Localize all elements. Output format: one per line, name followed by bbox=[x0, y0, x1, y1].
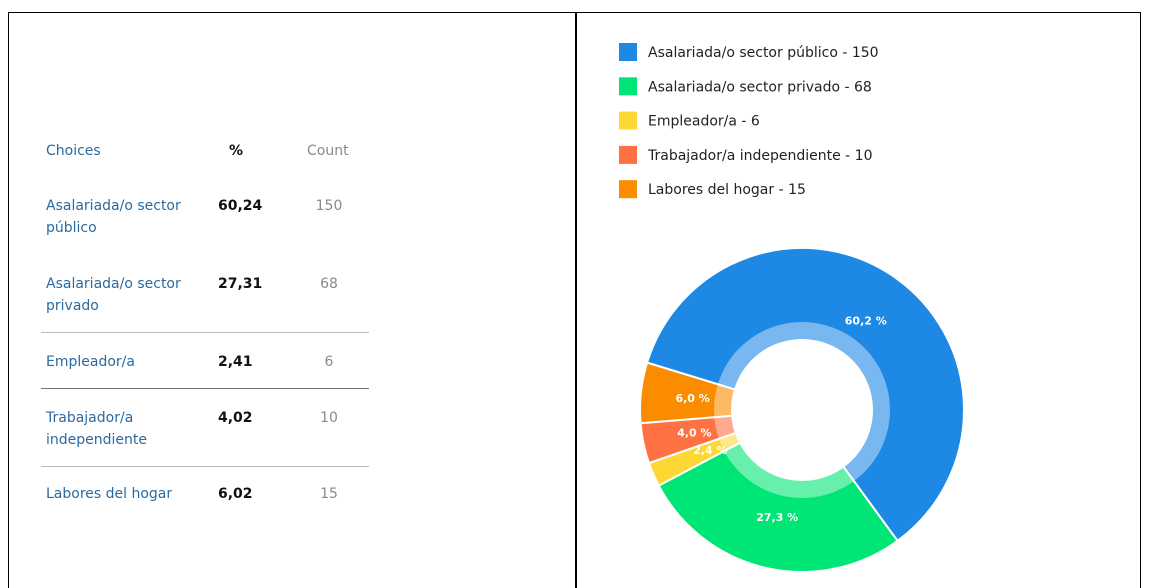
choice-label: Asalariada/o sector privado bbox=[46, 276, 181, 314]
legend-swatch bbox=[619, 145, 637, 164]
slice-label: 27,3 % bbox=[756, 511, 798, 524]
divider bbox=[575, 12, 577, 588]
header-choices: Choices bbox=[46, 143, 101, 159]
row-separator bbox=[41, 388, 369, 389]
choice-label: Asalariada/o sector público bbox=[46, 198, 181, 236]
legend-label: Asalariada/o sector privado - 68 bbox=[648, 79, 872, 95]
legend-swatch bbox=[619, 77, 637, 96]
count-value: 15 bbox=[320, 486, 338, 502]
choice-label: Trabajador/a independiente bbox=[46, 410, 148, 448]
legend-swatch bbox=[619, 43, 637, 61]
donut-slice bbox=[645, 247, 965, 543]
percent-value: 60,24 bbox=[218, 198, 263, 214]
inner-ring bbox=[714, 322, 890, 498]
legend-label: Asalariada/o sector público - 150 bbox=[648, 45, 879, 61]
count-value: 10 bbox=[320, 410, 338, 426]
header-count: Count bbox=[307, 143, 349, 159]
legend-label: Labores del hogar - 15 bbox=[648, 182, 806, 198]
legend-label: Empleador/a - 6 bbox=[648, 114, 760, 130]
legend-swatch bbox=[619, 180, 637, 199]
legend-swatch bbox=[619, 111, 637, 130]
percent-value: 4,02 bbox=[218, 410, 253, 426]
frame bbox=[8, 12, 1141, 588]
donut-slice bbox=[639, 361, 737, 425]
slice-label: 2,4 % bbox=[693, 444, 727, 457]
count-value: 68 bbox=[320, 276, 338, 292]
row-separator bbox=[41, 332, 369, 333]
slice-label: 6,0 % bbox=[675, 392, 709, 405]
row-separator bbox=[41, 466, 369, 467]
slice-label: 60,2 % bbox=[845, 314, 887, 327]
donut-slice bbox=[657, 441, 899, 573]
percent-value: 2,41 bbox=[218, 354, 253, 370]
count-value: 6 bbox=[324, 354, 334, 370]
percent-value: 6,02 bbox=[218, 486, 253, 502]
percent-value: 27,31 bbox=[218, 276, 263, 292]
choice-label: Empleador/a bbox=[46, 354, 135, 370]
choice-label: Labores del hogar bbox=[46, 486, 173, 502]
count-value: 150 bbox=[315, 198, 343, 214]
slice-label: 4,0 % bbox=[677, 427, 711, 440]
legend-label: Trabajador/a independiente - 10 bbox=[647, 148, 873, 164]
header-percent: % bbox=[229, 143, 244, 159]
